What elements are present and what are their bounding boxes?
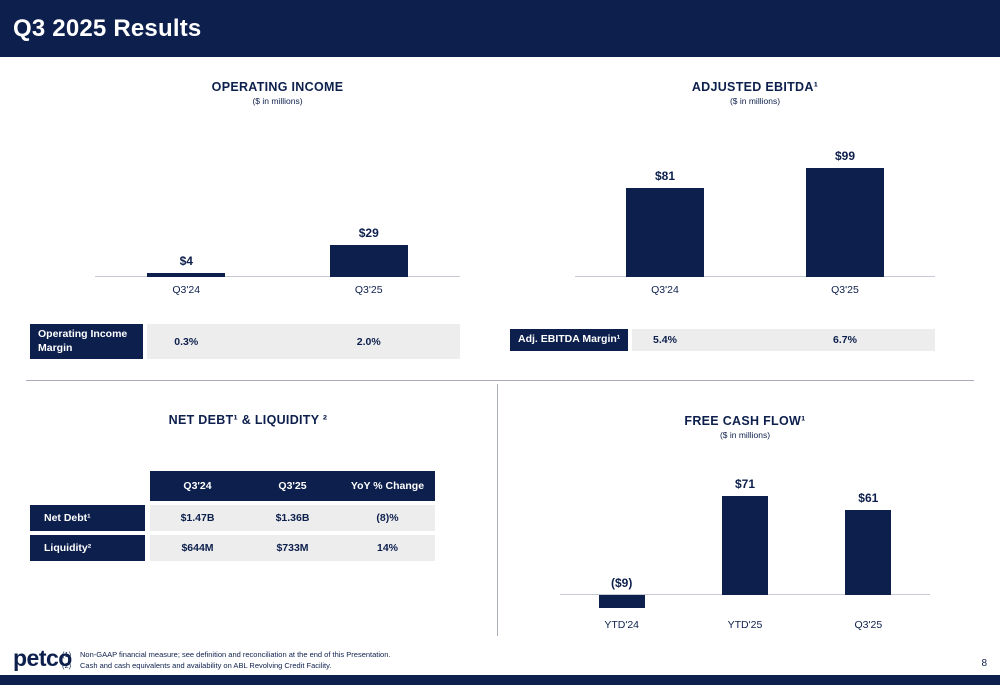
free-cash-flow-section: FREE CASH FLOW¹ ($ in millions) ($9) $71 $… [500,398,940,631]
table-column-header: Q3'25 [278,480,307,492]
footnote-text: Cash and cash equivalents and availabili… [80,661,332,670]
margin-value: 2.0% [356,335,381,348]
chart-header: ADJUSTED EBITDA¹ ($ in millions) [575,68,935,112]
bar [721,495,768,595]
bar-value-label: $61 [858,490,879,505]
bar-column: $4 [95,112,278,277]
bar-column: $81 [575,112,755,277]
plot-area: ($9) $71 $61 [560,455,930,612]
margin-value: 5.4% [653,334,677,346]
petco-logo: petco [13,645,72,671]
bar [626,187,704,277]
table-title: NET DEBT¹ & LIQUIDITY ² [168,413,328,427]
chart-subtitle: ($ in millions) [719,430,771,440]
category-axis: Q3'24 Q3'25 [95,284,460,296]
table-row-cells: $1.47B $1.36B (8)% [150,505,435,531]
bar-column: ($9) [560,455,683,612]
chart-title: FREE CASH FLOW¹ [684,414,806,428]
category-label: Q3'24 [172,284,201,296]
bar [147,272,226,277]
bar-value-label: $4 [179,253,193,268]
axis-baseline [95,276,460,277]
table-header-cells: Q3'24 Q3'25 YoY % Change [150,471,435,501]
margin-row-label: Adj. EBITDA Margin¹ [510,329,628,351]
bar-value-label: $81 [654,168,676,183]
bottom-bar [0,675,1000,685]
free-cash-flow-chart: ($9) $71 $61 YTD'24 YTD'25 Q3'25 [560,455,930,631]
margin-row-label: Operating Income Margin [30,324,143,359]
table-cell-value: $644M [181,542,214,554]
horizontal-divider [26,380,974,381]
table-header-spacer [30,471,145,501]
bar-value-label: $71 [734,476,755,491]
table-row: Net Debt¹ $1.47B $1.36B (8)% [30,505,435,531]
category-axis: Q3'24 Q3'25 [575,284,935,296]
bar [845,509,892,595]
category-axis: YTD'24 YTD'25 Q3'25 [560,619,930,631]
category-label: Q3'25 [354,284,383,296]
adjusted-ebitda-margin-row: Adj. EBITDA Margin¹ 5.4% 6.7% [510,329,935,351]
page-title: Q3 2025 Results [13,14,202,42]
table-cell-value: 14% [376,542,398,554]
bar-value-label: $29 [358,226,379,241]
chart-header: OPERATING INCOME ($ in millions) [95,68,460,112]
table-row: Liquidity² $644M $733M 14% [30,535,435,561]
margin-value: 0.3% [174,335,199,348]
footnote: (2) Cash and cash equivalents and availa… [62,661,390,670]
footnotes: (1) Non-GAAP financial measure; see defi… [62,648,390,670]
plot-area: $81 $99 [575,112,935,277]
operating-income-margin-row: Operating Income Margin 0.3% 2.0% [30,324,460,359]
category-label: Q3'25 [831,284,859,296]
table-column-header: Q3'24 [183,480,212,492]
axis-baseline [575,276,935,277]
category-label: YTD'24 [604,618,639,631]
adjusted-ebitda-section: ADJUSTED EBITDA¹ ($ in millions) $81 $99 … [510,68,935,351]
net-debt-liquidity-section: NET DEBT¹ & LIQUIDITY ² Q3'24 Q3'25 YoY … [28,398,468,565]
footnote-number: (1) [62,650,72,659]
table-row-label: Net Debt¹ [30,505,145,531]
vertical-divider [497,384,498,636]
header-bar: Q3 2025 Results [0,0,1000,57]
chart-header: FREE CASH FLOW¹ ($ in millions) [560,398,930,455]
bar-column: $99 [755,112,935,277]
bar [329,245,408,277]
bar [598,595,645,608]
chart-subtitle: ($ in millions) [729,96,781,106]
bar-column: $71 [683,455,806,612]
bar-value-label: ($9) [610,576,633,590]
table-header-row: Q3'24 Q3'25 YoY % Change [30,471,435,501]
table-cell-value: (8)% [376,512,399,524]
chart-title: ADJUSTED EBITDA¹ [691,80,819,94]
page-number: 8 [981,658,987,669]
chart-title: OPERATING INCOME [211,80,344,94]
category-label: YTD'25 [727,618,763,631]
table-cell-value: $1.36B [275,512,310,524]
table-row-cells: $644M $733M 14% [150,535,435,561]
chart-subtitle: ($ in millions) [252,96,303,106]
table-cell-value: $733M [276,542,309,554]
table-row-label: Liquidity² [30,535,145,561]
plot-area: $4 $29 [95,112,460,277]
margin-row-track [147,324,460,359]
table-column-header: YoY % Change [350,480,425,492]
bar [806,168,884,277]
margin-value: 6.7% [833,334,857,346]
footnote: (1) Non-GAAP financial measure; see defi… [62,650,390,659]
footnote-number: (2) [62,661,72,670]
adjusted-ebitda-chart: $81 $99 Q3'24 Q3'25 [575,112,935,296]
margin-row-values: 0.3% 2.0% [95,324,460,359]
bar-column: $29 [278,112,461,277]
operating-income-chart: $4 $29 Q3'24 Q3'25 [95,112,460,296]
footnote-text: Non-GAAP financial measure; see definiti… [80,650,391,659]
category-label: Q3'24 [651,284,679,296]
bar-column: $61 [807,455,930,612]
margin-row-values: 5.4% 6.7% [575,329,935,351]
bar-value-label: $99 [834,149,856,164]
category-label: Q3'25 [854,618,883,631]
net-debt-liquidity-table: Q3'24 Q3'25 YoY % Change Net Debt¹ $1.47… [30,471,435,561]
table-cell-value: $1.47B [180,512,215,524]
operating-income-section: OPERATING INCOME ($ in millions) $4 $29 Q… [30,68,460,359]
margin-row-track [632,329,935,351]
